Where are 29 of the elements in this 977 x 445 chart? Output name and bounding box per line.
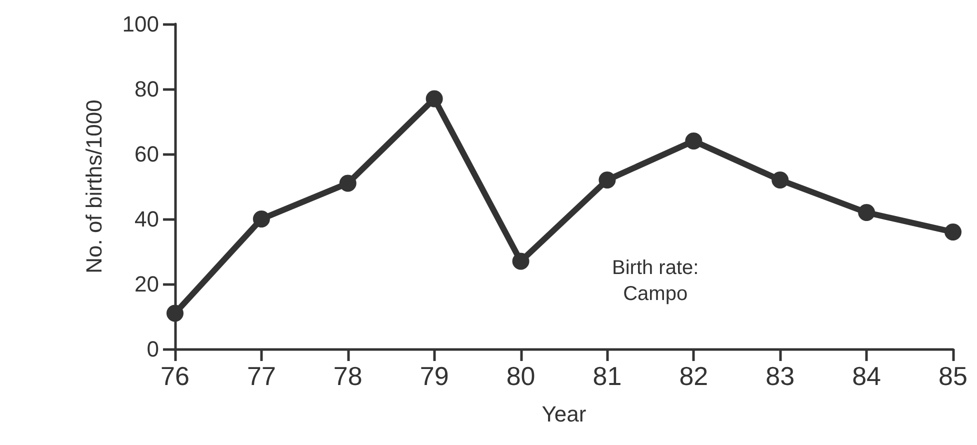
x-tick-label: 76 xyxy=(160,361,190,391)
x-tick-label: 80 xyxy=(506,361,536,391)
x-tick-label: 85 xyxy=(938,361,968,391)
point xyxy=(598,172,616,188)
point xyxy=(772,172,789,188)
point xyxy=(339,174,356,192)
point xyxy=(512,252,530,270)
x-tick-label: 78 xyxy=(333,361,362,391)
y-tick-label: 80 xyxy=(134,76,159,102)
y-tick-label: 100 xyxy=(122,12,159,36)
point xyxy=(166,304,184,322)
x-tick-label: 84 xyxy=(852,361,882,391)
text: Birth rate: Campo xyxy=(612,257,699,305)
x-tick-label: 77 xyxy=(246,361,276,391)
x-tick-label: 82 xyxy=(679,361,708,391)
point xyxy=(685,132,702,150)
x-axis-title: Year xyxy=(542,402,586,426)
y-tick-label: 40 xyxy=(134,206,159,232)
x-tick-label: 79 xyxy=(420,361,449,391)
y-tick-label: 0 xyxy=(146,336,159,362)
y-tick-label: 20 xyxy=(134,272,159,296)
x-tick-label: 83 xyxy=(766,361,795,391)
point xyxy=(426,90,443,108)
y-tick-label: 60 xyxy=(134,142,159,166)
point xyxy=(944,224,962,240)
y-axis-title: No. of births/1000 xyxy=(82,100,106,274)
point xyxy=(252,210,270,228)
x-tick-label: 81 xyxy=(592,361,622,391)
point xyxy=(858,204,876,221)
